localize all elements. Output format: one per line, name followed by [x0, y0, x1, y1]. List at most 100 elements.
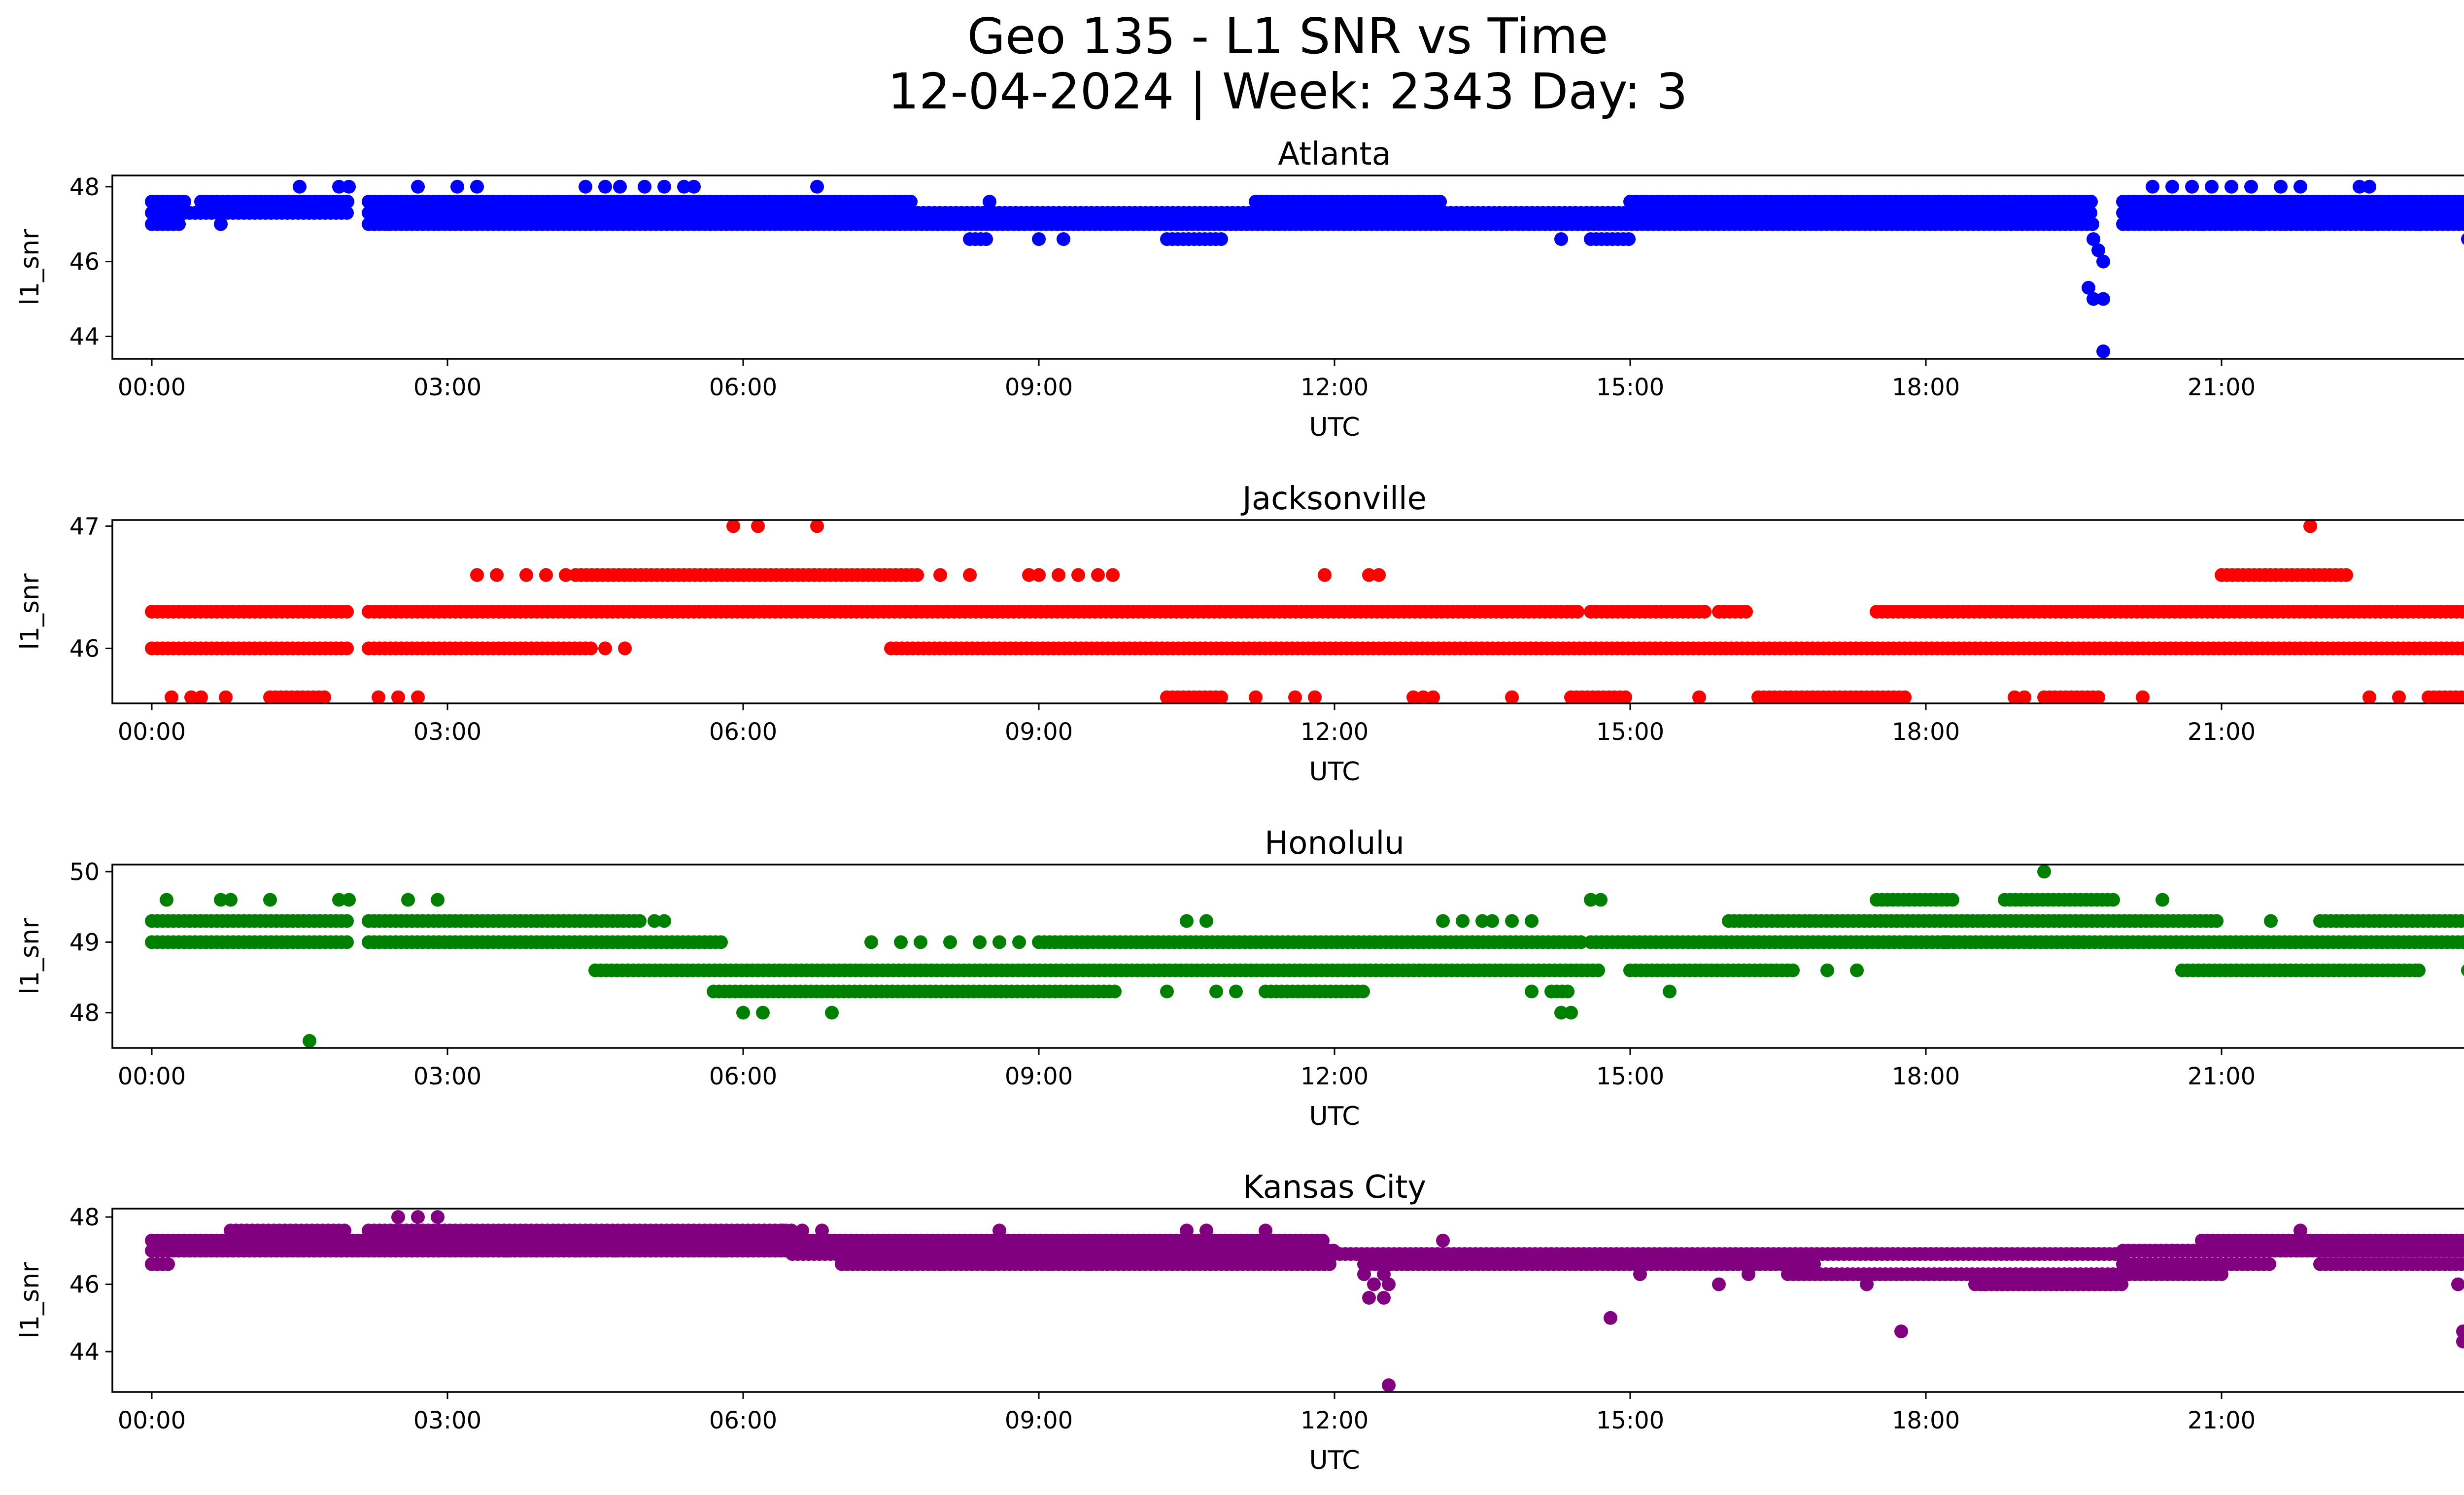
data-point	[933, 1257, 947, 1271]
data-point	[2460, 914, 2464, 928]
data-point	[677, 179, 691, 194]
x-tick-label: 03:00	[413, 718, 481, 746]
data-point	[1898, 690, 1912, 703]
data-point	[1978, 1277, 1992, 1291]
data-point	[2115, 1277, 2128, 1291]
y-tick-label: 50	[69, 858, 100, 886]
data-point	[470, 179, 484, 194]
x-tick-label: 15:00	[1596, 1407, 1664, 1434]
data-point	[431, 893, 445, 907]
y-tick-label: 46	[69, 1271, 100, 1299]
data-point	[910, 568, 924, 582]
data-point	[2087, 292, 2100, 306]
data-point	[1199, 1223, 1213, 1238]
data-point	[1633, 1267, 1647, 1282]
data-point	[1584, 893, 1598, 907]
data-point	[1505, 690, 1519, 703]
data-point	[992, 935, 1006, 949]
data-point	[165, 690, 178, 703]
y-tick-label: 49	[69, 929, 100, 956]
data-point	[303, 1034, 316, 1048]
x-tick-label: 15:00	[1596, 1063, 1664, 1090]
data-point	[1032, 568, 1046, 582]
data-point	[2461, 1234, 2464, 1247]
data-point	[145, 1257, 159, 1271]
data-point	[1525, 984, 1539, 999]
x-axis-label: UTC	[1309, 413, 1360, 442]
data-point	[714, 935, 728, 949]
subplot-title: Atlanta	[1278, 136, 1391, 173]
data-point	[1604, 1311, 1617, 1325]
data-point	[751, 520, 765, 533]
data-point	[2303, 520, 2317, 533]
data-point	[2362, 690, 2376, 703]
data-point	[1860, 1277, 1874, 1291]
data-point	[973, 935, 987, 949]
data-point	[983, 1257, 996, 1271]
data-point	[2091, 690, 2105, 703]
data-point	[2462, 937, 2464, 947]
subplot-title: Honolulu	[1265, 825, 1404, 862]
data-point	[2461, 233, 2464, 245]
data-point	[500, 1244, 513, 1258]
data-point	[411, 690, 425, 703]
data-point	[2264, 914, 2278, 928]
data-point	[1357, 1267, 1371, 1282]
data-point	[431, 1210, 445, 1224]
data-point	[2037, 865, 2051, 879]
data-point	[317, 690, 331, 703]
data-point	[214, 217, 228, 231]
y-axis-label: l1_snr	[15, 1262, 45, 1339]
x-tick-label: 03:00	[413, 1407, 481, 1434]
data-point	[2293, 179, 2307, 194]
data-point	[1574, 935, 1588, 949]
x-axis-label: UTC	[1309, 757, 1360, 787]
data-point	[1416, 690, 1430, 703]
data-point	[2339, 568, 2353, 582]
data-point	[1382, 1277, 1396, 1291]
data-point	[2096, 292, 2110, 306]
data-point	[2244, 179, 2258, 194]
y-tick-label: 48	[69, 1204, 100, 1231]
data-point	[1209, 984, 1223, 999]
data-point	[1032, 232, 1046, 246]
data-point	[2165, 1244, 2179, 1258]
data-point	[736, 1006, 750, 1020]
data-point	[519, 568, 533, 582]
data-point	[2084, 195, 2098, 209]
data-point	[2096, 254, 2110, 269]
data-point	[2106, 893, 2120, 907]
data-point	[2146, 179, 2159, 194]
x-tick-label: 09:00	[1005, 1063, 1073, 1090]
data-point	[569, 1244, 582, 1258]
x-tick-label: 09:00	[1005, 1407, 1073, 1434]
data-point	[810, 520, 824, 533]
data-point	[1377, 1290, 1391, 1305]
data-point	[2458, 206, 2464, 220]
data-point	[194, 690, 208, 703]
data-point	[340, 605, 354, 619]
data-point	[1739, 605, 1753, 619]
data-point	[2392, 690, 2406, 703]
data-point	[2224, 179, 2238, 194]
data-point	[2274, 179, 2288, 194]
data-point	[342, 179, 356, 194]
data-point	[579, 179, 592, 194]
data-point	[657, 914, 671, 928]
data-point	[1622, 232, 1636, 246]
data-point	[2082, 280, 2095, 295]
data-point	[795, 1223, 809, 1238]
data-point	[2084, 206, 2097, 220]
data-point	[726, 520, 740, 533]
data-point	[1308, 690, 1322, 703]
data-point	[340, 935, 354, 949]
figure-title-line-2: 12-04-2024 | Week: 2343 Day: 3	[888, 63, 1688, 120]
data-point	[2412, 217, 2426, 231]
y-tick-label: 44	[69, 1338, 100, 1366]
data-point	[2077, 935, 2090, 949]
data-point	[411, 179, 425, 194]
data-points	[145, 865, 2464, 1048]
x-axis-label: UTC	[1309, 1102, 1360, 1131]
y-axis-label: l1_snr	[15, 918, 45, 995]
